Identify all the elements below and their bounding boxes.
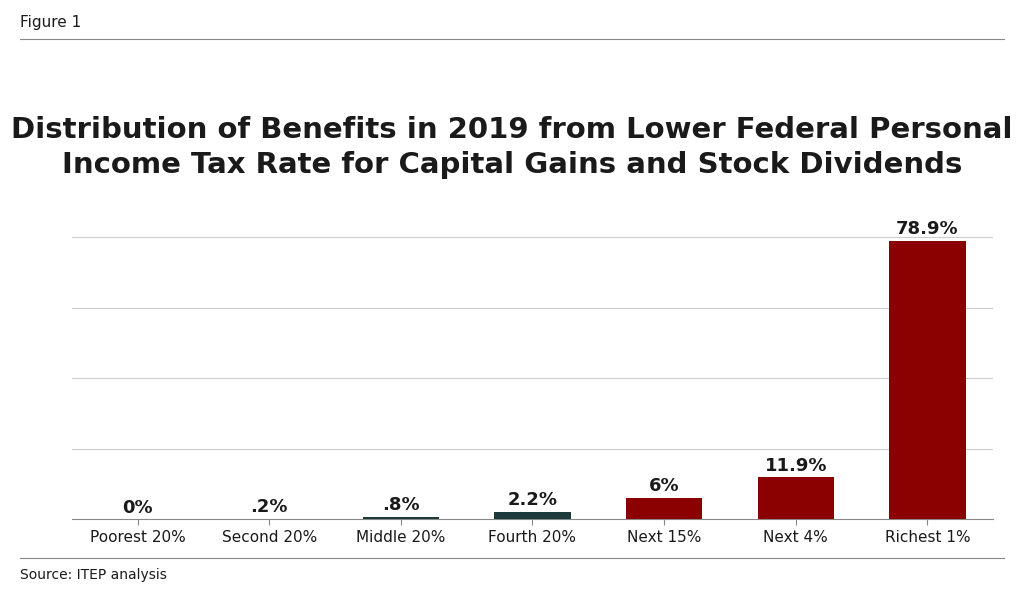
Text: 0%: 0% xyxy=(122,498,153,516)
Text: Distribution of Benefits in 2019 from Lower Federal Personal
Income Tax Rate for: Distribution of Benefits in 2019 from Lo… xyxy=(11,116,1013,179)
Text: 2.2%: 2.2% xyxy=(508,491,557,509)
Bar xyxy=(758,478,834,519)
Text: 11.9%: 11.9% xyxy=(765,457,827,475)
Bar xyxy=(495,512,570,519)
Text: 78.9%: 78.9% xyxy=(896,220,958,238)
Text: .8%: .8% xyxy=(382,496,420,514)
Text: Figure 1: Figure 1 xyxy=(20,15,82,30)
Bar xyxy=(626,498,702,519)
Text: 6%: 6% xyxy=(649,478,680,496)
Text: Source: ITEP analysis: Source: ITEP analysis xyxy=(20,568,167,582)
Bar xyxy=(362,516,439,519)
Bar xyxy=(889,241,966,519)
Text: .2%: .2% xyxy=(251,498,288,516)
